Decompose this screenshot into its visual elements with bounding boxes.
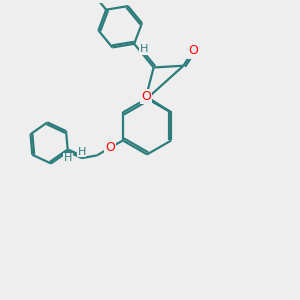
Text: H: H (140, 44, 148, 54)
Text: O: O (188, 44, 198, 57)
Text: H: H (78, 147, 86, 157)
Text: O: O (141, 90, 151, 103)
Text: O: O (105, 141, 115, 154)
Text: H: H (64, 153, 72, 163)
